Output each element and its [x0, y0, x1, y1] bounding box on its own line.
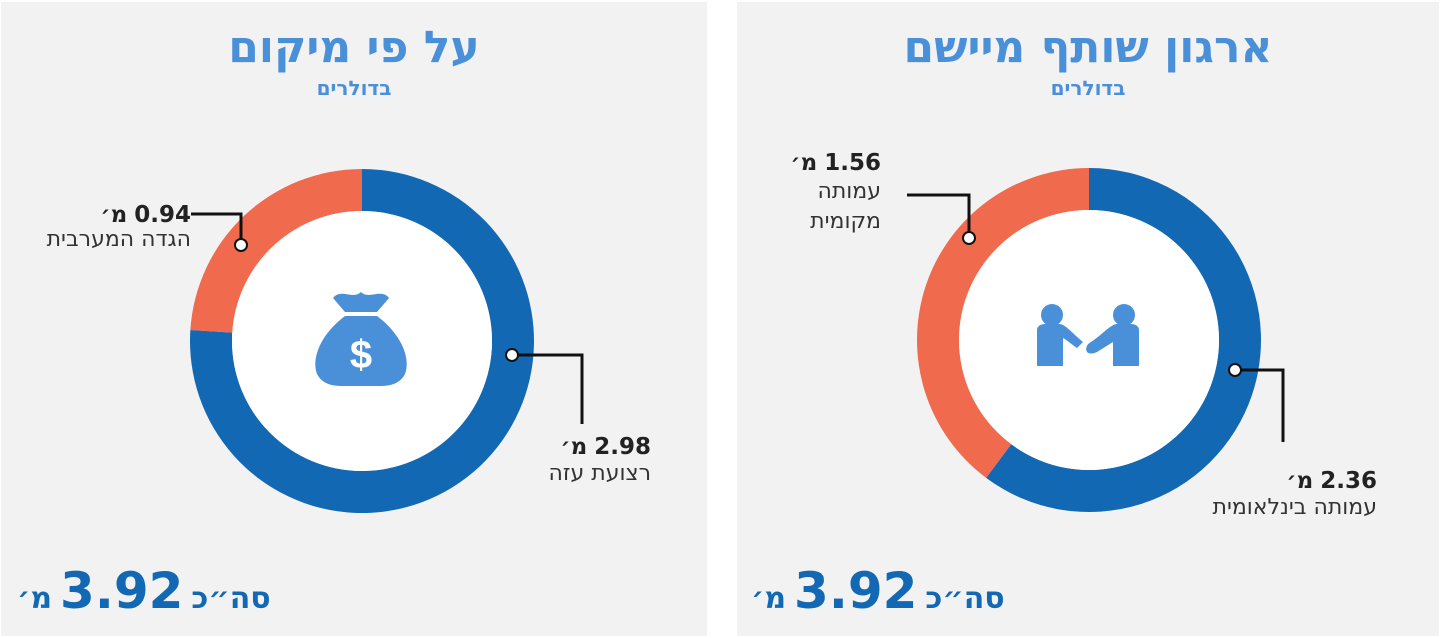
chart-subtitle: בדולרים	[1050, 76, 1126, 100]
total-unit: מ׳	[751, 581, 787, 616]
callout-local: 1.56 מ׳ עמותה מקומית	[767, 150, 881, 237]
chart-subtitle: בדולרים	[316, 76, 392, 100]
donut-hole	[959, 210, 1219, 470]
donut-slice-secondary	[917, 168, 1089, 478]
donut-slice-secondary	[190, 169, 362, 333]
total-label: סה״כ	[925, 581, 1005, 616]
svg-text:$: $	[350, 333, 372, 377]
leader-dot-local	[962, 231, 976, 245]
chart-title: ארגון שותף מיישם	[903, 22, 1273, 73]
slice-label: הגדה המערבית	[46, 227, 191, 252]
callout-gaza: 2.98 מ׳ רצועת עזה	[501, 434, 651, 487]
slice-value: 0.94	[134, 202, 191, 228]
total-summary: סה״כ3.92מ׳	[751, 562, 1005, 620]
donut-chart-location: $	[189, 169, 584, 514]
leader-line-local	[907, 193, 971, 238]
donut-chart-partner	[907, 168, 1285, 512]
slice-label: עמותה מקומית	[810, 179, 881, 234]
donut-slice-primary	[986, 168, 1261, 512]
slice-label: רצועת עזה	[548, 461, 651, 486]
leader-line-gaza	[512, 353, 584, 424]
handshake-icon	[1037, 304, 1139, 366]
total-label: סה״כ	[191, 581, 271, 616]
money-bag-icon: $	[315, 292, 407, 386]
partner-chart-panel: ארגון שותף מיישם בדולרים 2.36 מ׳ עמותה ב…	[737, 2, 1439, 636]
slice-unit: מ׳	[790, 150, 818, 176]
total-value: 3.92	[60, 562, 184, 620]
slice-value: 2.98	[594, 434, 651, 460]
slice-unit: מ׳	[1286, 468, 1314, 494]
leader-dot-west-bank	[234, 238, 248, 252]
slice-unit: מ׳	[100, 202, 128, 228]
total-value: 3.92	[794, 562, 918, 620]
leader-line-west-bank	[191, 212, 243, 245]
chart-title: על פי מיקום	[228, 22, 480, 73]
leader-dot-gaza	[505, 348, 519, 362]
total-summary: סה״כ3.92מ׳	[17, 562, 271, 620]
slice-value: 2.36	[1320, 468, 1377, 494]
callout-international: 2.36 מ׳ עמותה בינלאומית	[1137, 468, 1377, 521]
slice-value: 1.56	[824, 150, 881, 176]
callout-west-bank: 0.94 מ׳ הגדה המערבית	[11, 202, 191, 253]
total-unit: מ׳	[17, 581, 53, 616]
location-chart-panel: על פי מיקום בדולרים $ 2.98 מ׳ רצועת עזה …	[1, 2, 707, 636]
slice-label: עמותה בינלאומית	[1212, 495, 1377, 520]
leader-dot-international	[1228, 363, 1242, 377]
slice-unit: מ׳	[560, 434, 588, 460]
leader-line-international	[1235, 368, 1285, 442]
